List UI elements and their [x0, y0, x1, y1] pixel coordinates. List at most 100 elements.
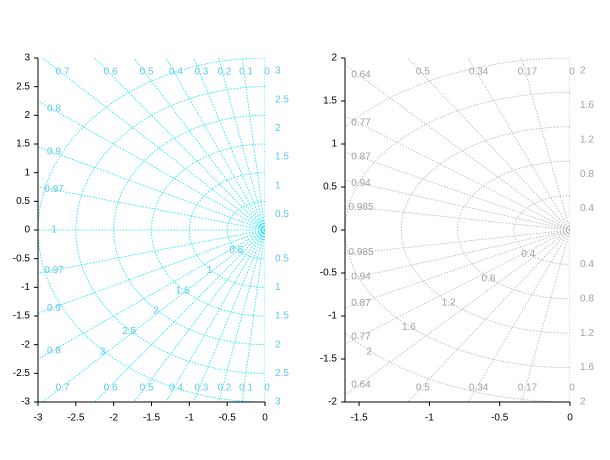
x-tick-label: -2 — [109, 413, 118, 424]
damping-line — [42, 58, 265, 231]
damping-line — [345, 151, 570, 231]
frequency-circle — [151, 143, 265, 317]
panel: 0.40.40.40.80.80.81.21.21.21.61.61.62220… — [320, 53, 595, 424]
damping-line — [38, 100, 265, 231]
frequency-label: 2.5 — [275, 94, 289, 105]
damping-line — [218, 229, 265, 402]
axes: -3 -2.5 -2 -1.5 -1 -0.5 0 -3 -2.5 -2 -1.5 -1 -0.5 0 0.… — [13, 53, 268, 424]
frequency-label: 1.5 — [176, 285, 190, 296]
x-tick-label: 0 — [262, 413, 268, 424]
y-tick-label: -1 — [328, 311, 337, 322]
damping-line — [345, 229, 570, 281]
y-tick-label: -1.5 — [13, 311, 31, 322]
y-tick-label: 0 — [331, 225, 337, 236]
frequency-label: 1.5 — [275, 311, 289, 322]
damping-line — [42, 229, 265, 402]
damping-line — [38, 146, 265, 231]
frequency-label: 0.8 — [580, 169, 594, 180]
damping-label: 0.6 — [104, 383, 118, 394]
damping-label: 0.97 — [44, 184, 64, 195]
damping-label: 0.94 — [351, 178, 371, 189]
frequency-label: 0.5 — [229, 245, 243, 256]
grid — [345, 58, 570, 402]
damping-line — [241, 58, 265, 231]
damping-line — [345, 115, 570, 231]
damping-label: 0.64 — [351, 380, 371, 391]
y-tick-label: 2.5 — [16, 81, 30, 92]
y-tick-label: 0 — [24, 225, 30, 236]
damping-label: 0.5 — [416, 383, 430, 394]
grid — [38, 58, 265, 402]
damping-label: 0 — [569, 383, 575, 394]
frequency-circle — [226, 200, 265, 260]
x-tick-label: -1.5 — [350, 413, 368, 424]
frequency-circle — [38, 58, 265, 402]
damping-line — [38, 229, 265, 274]
frequency-label: 2 — [275, 339, 281, 350]
frequency-label: 2 — [580, 66, 586, 77]
x-tick-label: 0 — [567, 413, 573, 424]
damping-label: 0.3 — [194, 383, 208, 394]
y-tick-label: 2 — [331, 53, 337, 64]
damping-label: 0.8 — [47, 104, 61, 115]
frequency-circle — [513, 195, 570, 265]
damping-line — [241, 229, 265, 402]
frequency-label: 3 — [275, 66, 281, 77]
damping-label: 0.6 — [104, 67, 118, 78]
damping-label: 0 — [264, 67, 270, 78]
damping-line — [38, 186, 265, 231]
y-tick-label: -1.5 — [320, 354, 338, 365]
y-tick-label: 1 — [24, 167, 30, 178]
y-tick-label: -2.5 — [13, 368, 31, 379]
frequency-label: 0.8 — [481, 273, 495, 284]
y-tick-label: 1 — [331, 139, 337, 150]
damping-line — [193, 58, 265, 231]
damping-label: 0.77 — [351, 332, 371, 343]
frequency-label: 0.8 — [580, 293, 594, 304]
damping-label: 0.1 — [239, 383, 253, 394]
x-tick-label: -1 — [425, 413, 434, 424]
damping-label: 0.17 — [518, 67, 538, 78]
damping-label: 0.87 — [351, 152, 371, 163]
damping-label: 0.87 — [351, 298, 371, 309]
x-tick-label: -1 — [185, 413, 194, 424]
damping-label: 0.8 — [47, 346, 61, 357]
frequency-label: 0.4 — [580, 259, 594, 270]
damping-label: 1 — [51, 225, 57, 236]
damping-line — [521, 58, 570, 231]
x-tick-label: -0.5 — [219, 413, 237, 424]
y-tick-label: 1.5 — [16, 139, 30, 150]
frequency-label: 2 — [366, 346, 372, 357]
damping-label: 0.9 — [47, 303, 61, 314]
damping-line — [94, 58, 265, 231]
y-tick-label: 1.5 — [323, 96, 337, 107]
frequency-circle — [113, 114, 265, 346]
frequency-circle — [457, 160, 570, 300]
frequency-circle — [400, 126, 570, 334]
frequency-label: 1.6 — [580, 362, 594, 373]
y-tick-label: -2 — [328, 397, 337, 408]
damping-line — [345, 229, 570, 309]
x-tick-label: -2.5 — [67, 413, 85, 424]
frequency-label: 1.6 — [402, 322, 416, 333]
y-tick-label: 2 — [24, 110, 30, 121]
damping-line — [467, 229, 570, 402]
damping-label: 0.9 — [47, 146, 61, 157]
damping-label: 0.77 — [351, 118, 371, 129]
damping-line — [133, 58, 265, 231]
damping-label: 0.64 — [351, 70, 371, 81]
damping-label: 0.1 — [239, 67, 253, 78]
frequency-label: 2 — [153, 306, 159, 317]
damping-label: 0.4 — [169, 67, 183, 78]
damping-label: 0.2 — [217, 67, 231, 78]
frequency-label: 3 — [100, 346, 106, 357]
y-tick-label: 3 — [24, 53, 30, 64]
frequency-label: 1.6 — [580, 100, 594, 111]
x-tick-label: -0.5 — [491, 413, 509, 424]
frequency-label: 1.2 — [580, 328, 594, 339]
damping-label: 0.2 — [217, 383, 231, 394]
frequency-label: 2 — [580, 397, 586, 408]
damping-label: 0.5 — [140, 67, 154, 78]
frequency-label: 0.4 — [521, 249, 535, 260]
